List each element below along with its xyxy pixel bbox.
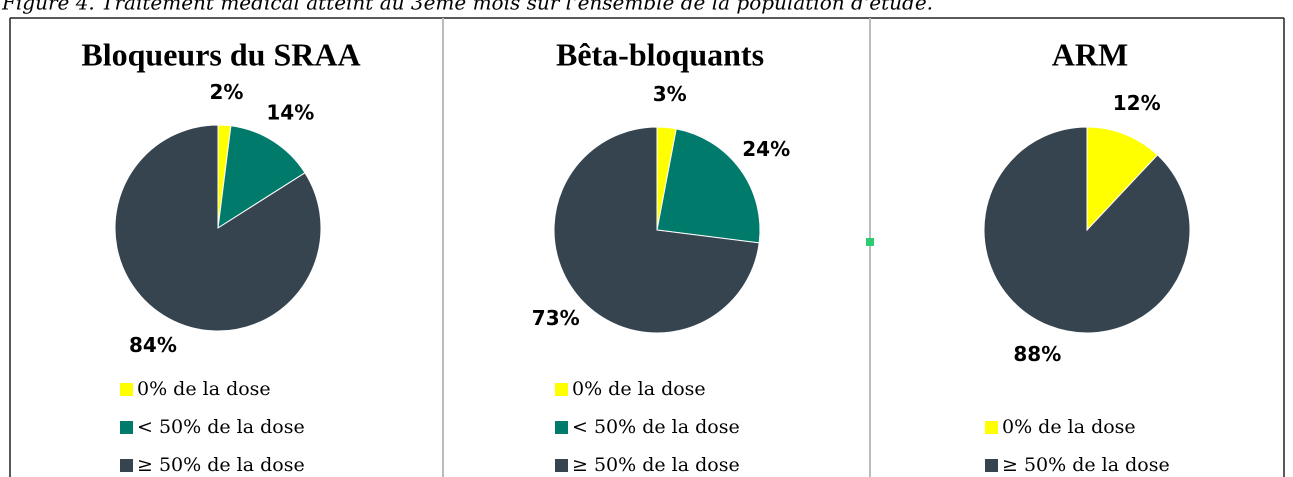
data-label: 12% — [1113, 91, 1161, 115]
legend-label: ≥ 50% de la dose — [137, 454, 305, 476]
data-label: 2% — [209, 80, 243, 104]
data-label: 3% — [653, 82, 687, 106]
pie-slice — [553, 126, 760, 334]
legend-swatch — [555, 383, 568, 396]
legend-swatch — [120, 421, 133, 434]
pie-slice — [983, 126, 1191, 334]
legend-label: 0% de la dose — [1002, 416, 1136, 438]
legend-label: 0% de la dose — [572, 378, 706, 400]
legend-swatch — [555, 459, 568, 472]
pie-slice — [1086, 126, 1159, 232]
pie-slice — [114, 124, 322, 332]
legend-swatch — [985, 459, 998, 472]
chart-title: ARM — [1052, 36, 1128, 72]
handle — [866, 238, 874, 246]
legend-label: < 50% de la dose — [572, 416, 740, 438]
caption: Figure 4. Traitement médical atteint au … — [1, 0, 933, 15]
data-label: 73% — [532, 306, 580, 330]
legend-label: ≥ 50% de la dose — [1002, 454, 1170, 476]
data-label: 84% — [129, 333, 177, 357]
legend-label: 0% de la dose — [137, 378, 271, 400]
legend-label: < 50% de la dose — [137, 416, 305, 438]
legend-swatch — [985, 421, 998, 434]
legend-label: ≥ 50% de la dose — [572, 454, 740, 476]
pie-slice — [217, 125, 306, 229]
data-label: 24% — [742, 137, 790, 161]
legend-swatch — [120, 383, 133, 396]
legend-swatch — [555, 421, 568, 434]
chart-title: Bêta-bloquants — [556, 36, 764, 72]
data-label: 88% — [1013, 342, 1061, 366]
data-label: 14% — [266, 101, 314, 125]
chart-title: Bloqueurs du SRAA — [81, 36, 360, 72]
legend-swatch — [120, 459, 133, 472]
pie-slice — [656, 128, 761, 244]
